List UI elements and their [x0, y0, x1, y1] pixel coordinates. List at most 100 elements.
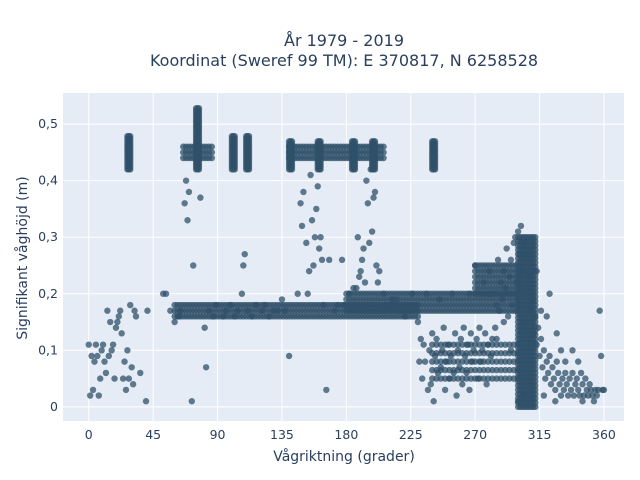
data-point: [244, 307, 251, 314]
data-point: [421, 358, 429, 365]
data-point: [208, 149, 216, 156]
data-point: [433, 335, 440, 343]
data-point: [502, 284, 509, 292]
data-point: [562, 369, 569, 377]
data-point: [124, 347, 131, 354]
data-point: [323, 386, 330, 394]
data-point: [408, 290, 416, 297]
data-point: [88, 352, 95, 360]
data-point: [171, 318, 178, 326]
y-tick-label: 0,3: [38, 229, 58, 244]
data-point: [368, 228, 376, 235]
data-point: [436, 296, 443, 303]
data-point: [522, 290, 529, 297]
data-point: [97, 375, 104, 382]
data-point: [353, 284, 360, 292]
data-point: [98, 347, 105, 354]
data-point: [556, 381, 563, 388]
data-point: [89, 386, 97, 394]
data-point: [514, 349, 522, 357]
data-point: [127, 133, 134, 140]
data-point: [500, 267, 507, 275]
data-point: [544, 369, 552, 377]
data-point: [559, 375, 566, 382]
data-point: [547, 381, 555, 388]
data-point: [426, 347, 433, 354]
data-point: [181, 200, 188, 207]
data-point: [364, 200, 372, 207]
data-point: [288, 138, 296, 145]
data-point: [131, 307, 138, 314]
data-point: [360, 245, 367, 252]
data-point: [261, 301, 268, 309]
y-tick-label: 0,4: [38, 173, 58, 188]
data-point: [496, 307, 503, 314]
data-point: [431, 138, 439, 145]
data-point: [514, 358, 522, 365]
data-point: [374, 279, 382, 286]
data-point: [208, 154, 216, 162]
data-point: [566, 375, 573, 382]
data-point: [132, 313, 140, 320]
data-point: [600, 386, 608, 394]
data-point: [423, 290, 430, 297]
data-point: [208, 143, 216, 150]
data-point: [523, 250, 530, 258]
data-point: [308, 217, 316, 224]
data-point: [177, 307, 184, 314]
x-tick-label: 45: [145, 427, 161, 442]
data-point: [550, 375, 558, 382]
y-tick-label: 0: [50, 399, 58, 414]
data-point: [414, 313, 422, 320]
data-point: [506, 273, 513, 280]
data-point: [184, 217, 191, 224]
data-point: [560, 386, 568, 394]
data-point: [380, 154, 387, 162]
data-point: [546, 290, 553, 297]
data-point: [307, 171, 314, 179]
data-point: [513, 279, 520, 286]
data-point: [376, 267, 383, 275]
data-point: [109, 341, 117, 348]
data-point: [493, 335, 500, 343]
data-point: [197, 194, 204, 201]
data-point: [128, 364, 135, 371]
data-point: [202, 364, 210, 371]
data-point: [451, 330, 459, 337]
data-point: [313, 205, 320, 213]
data-point: [240, 262, 247, 269]
data-point: [303, 239, 310, 247]
data-point: [427, 381, 434, 388]
data-point: [85, 341, 92, 348]
data-point: [424, 386, 432, 394]
data-point: [530, 330, 538, 337]
data-point: [439, 347, 446, 354]
data-point: [500, 318, 507, 326]
data-point: [503, 245, 510, 252]
data-point: [258, 307, 266, 314]
data-point: [557, 392, 565, 399]
data-point: [552, 386, 559, 394]
data-point: [549, 364, 556, 371]
data-point: [542, 375, 549, 382]
y-tick-labels: 0 0,1 0,2 0,3 0,4 0,5: [38, 116, 58, 414]
data-point: [509, 301, 516, 309]
data-point: [274, 307, 281, 314]
data-point: [529, 290, 536, 297]
data-point: [471, 262, 479, 269]
x-tick-label: 180: [334, 427, 358, 442]
data-point: [278, 296, 286, 303]
data-point: [577, 369, 585, 377]
data-point: [437, 364, 445, 371]
data-point: [188, 398, 195, 405]
data-point: [533, 341, 540, 348]
data-point: [417, 335, 424, 343]
data-point: [107, 318, 114, 326]
y-tick-label: 0,2: [38, 286, 58, 301]
data-point: [540, 347, 548, 354]
data-point: [537, 307, 545, 314]
y-tick-label: 0,1: [38, 342, 58, 357]
data-point: [420, 341, 427, 348]
x-axis-title: Vågriktning (grader): [273, 448, 415, 465]
data-point: [450, 369, 457, 377]
